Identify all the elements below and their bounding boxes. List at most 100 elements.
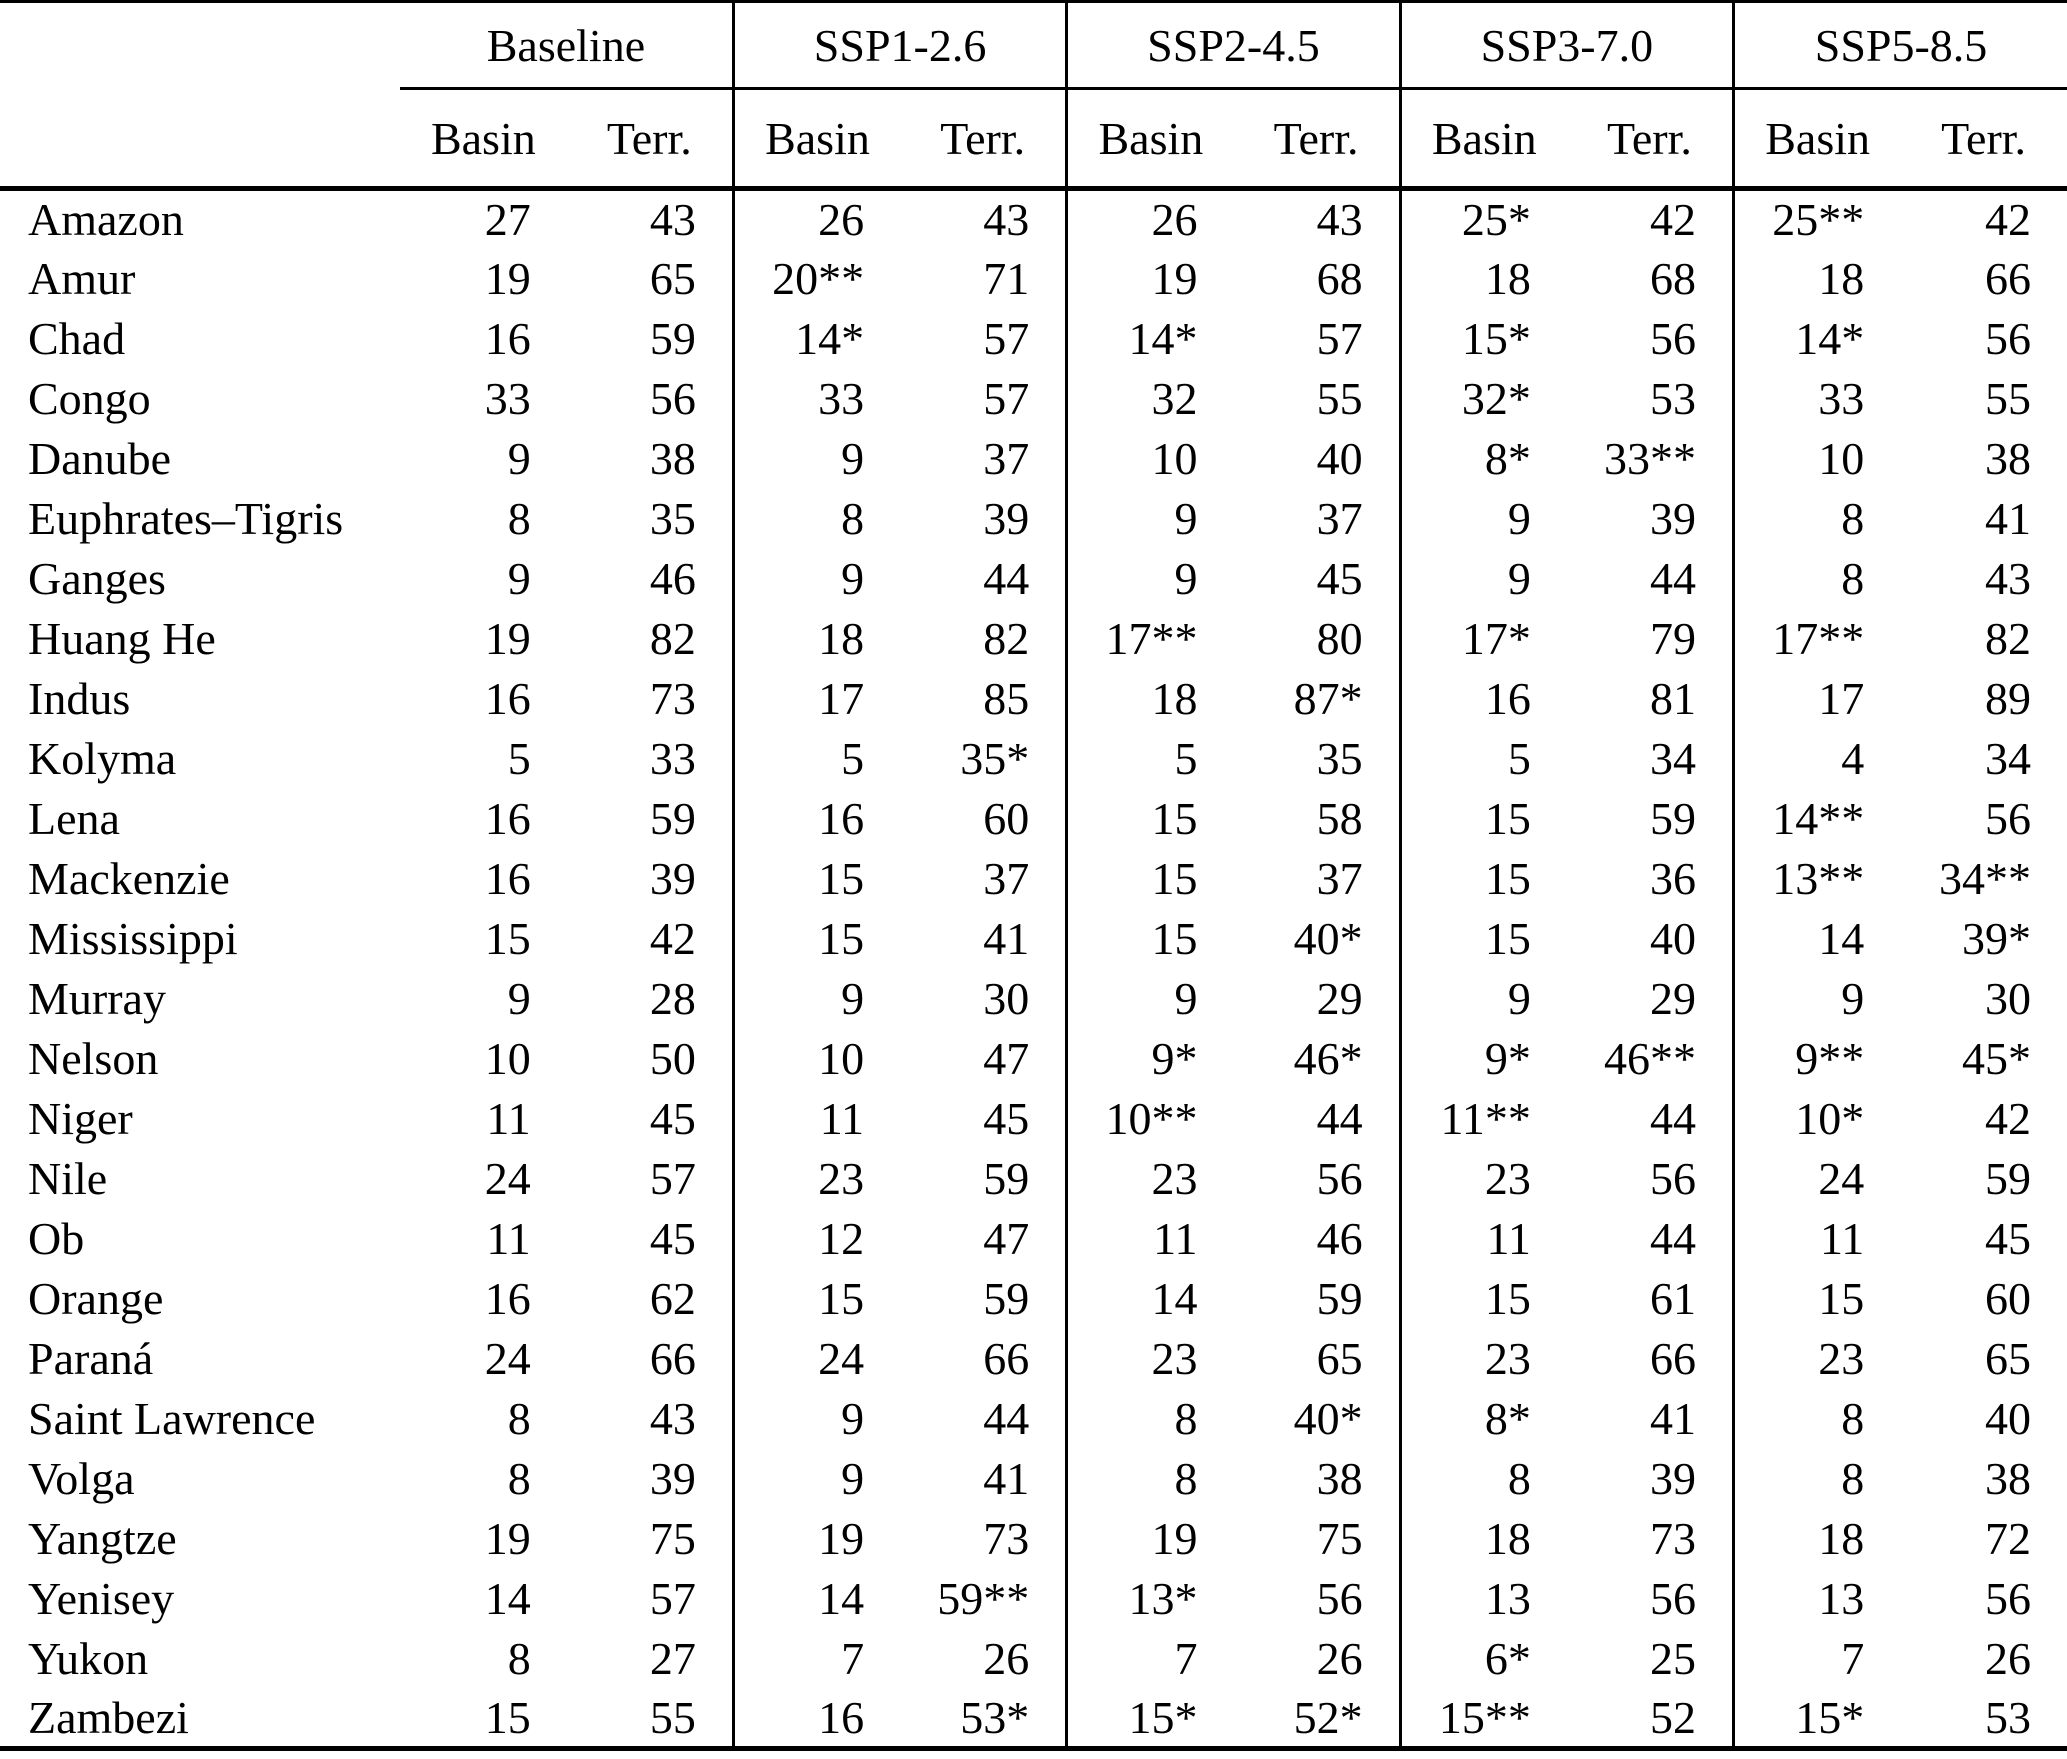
table-cell: 8 [1398, 1448, 1567, 1509]
table-cell: 14** [1732, 788, 1901, 849]
table-cell: 15* [1065, 1688, 1234, 1749]
table-cell: 5 [1065, 728, 1234, 789]
table-cell: 45 [1985, 1213, 2031, 1264]
table-cell: 40* [1293, 913, 1363, 964]
table-row: Ganges 9 46 9 44 9 45 9 44 8 43 [0, 548, 2067, 609]
river-basin-name: Paraná [28, 1333, 154, 1384]
table-cell: 85 [983, 673, 1030, 724]
column-header-terr: Terr. [1900, 88, 2067, 191]
table-cell: 59 [1316, 1273, 1363, 1324]
table-cell: 45* [1962, 1033, 2031, 1084]
table-cell: 17 [1732, 668, 1901, 729]
table-cell: 16 [731, 788, 901, 849]
table-cell: 8 [1732, 1388, 1901, 1449]
table-cell: 41 [1650, 1393, 1697, 1444]
table-cell: 10 [1065, 428, 1234, 489]
table-row: Mississippi 15 42 15 41 15 40* 15 40 14 39* [0, 908, 2067, 969]
table-cell: 26 [983, 1633, 1030, 1684]
table-cell: 32 [1065, 368, 1234, 429]
table-cell: 59** [937, 1573, 1030, 1624]
table-cell: 29 [1316, 973, 1363, 1024]
table-cell: 35* [960, 733, 1030, 784]
river-basin-name: Euphrates–Tigris [28, 493, 344, 544]
table-cell: 16 [484, 853, 531, 904]
table-cell: 24 [484, 1153, 531, 1204]
table-cell: 30 [983, 973, 1030, 1024]
table-cell: 17** [1732, 608, 1901, 669]
table-cell: 30 [1985, 973, 2031, 1024]
table-cell: 53 [1650, 373, 1697, 424]
table-cell: 19 [484, 253, 531, 304]
table-body: Amazon 27 43 26 43 26 43 25* 42 25** 42 Amur 19 65 20*… [0, 188, 2067, 1749]
table-cell: 57 [983, 313, 1030, 364]
column-group-ssp5-85: SSP5-8.5 [1732, 1, 2067, 90]
table-cell: 59 [983, 1273, 1030, 1324]
table-cell: 18 [731, 608, 901, 669]
table-cell: 15 [484, 1691, 531, 1743]
table-cell: 47 [983, 1033, 1030, 1084]
river-basin-name: Saint Lawrence [28, 1393, 316, 1444]
table-cell: 34** [1939, 853, 2031, 904]
table-cell: 79 [1650, 613, 1697, 664]
table-cell: 10 [1732, 428, 1901, 489]
table-cell: 14 [1732, 908, 1901, 969]
table-cell: 41 [1985, 493, 2031, 544]
table-cell: 46 [649, 553, 696, 604]
table-cell: 11 [486, 1093, 531, 1144]
sub-header-row: Basin Terr. Basin Terr. Basin Terr. Basi… [0, 88, 2067, 191]
table-cell: 9* [1065, 1028, 1234, 1089]
table-cell: 9 [731, 428, 901, 489]
table-cell: 9 [1065, 488, 1234, 549]
table-row: Yenisey 14 57 14 59** 13* 56 13 56 13 56 [0, 1568, 2067, 1629]
table-cell: 8 [1732, 548, 1901, 609]
table-cell: 66 [1650, 1333, 1697, 1384]
table-cell: 60 [983, 793, 1030, 844]
river-basin-name: Danube [28, 433, 172, 484]
table-cell: 41 [983, 1453, 1030, 1504]
table-cell: 29 [1650, 973, 1697, 1024]
table-cell: 24 [484, 1333, 531, 1384]
table-cell: 60 [1985, 1273, 2031, 1324]
table-cell: 61 [1650, 1273, 1697, 1324]
table-cell: 68 [1650, 253, 1697, 304]
table-cell: 8 [1065, 1448, 1234, 1509]
table-cell: 73 [1650, 1513, 1697, 1564]
table-row: Mackenzie 16 39 15 37 15 37 15 36 13** 34** [0, 848, 2067, 909]
table-cell: 9 [1065, 548, 1234, 609]
river-basin-name: Murray [28, 973, 166, 1024]
table-cell: 9* [1398, 1028, 1567, 1089]
table-cell: 39 [1650, 1453, 1697, 1504]
table-cell: 37 [1316, 853, 1363, 904]
table-cell: 9 [1398, 968, 1567, 1029]
table-cell: 8 [1065, 1388, 1234, 1449]
column-group-ssp2-45: SSP2-4.5 [1065, 1, 1401, 90]
column-group-ssp1-26: SSP1-2.6 [731, 1, 1067, 90]
table-cell: 56 [1985, 313, 2031, 364]
table-cell: 23 [731, 1148, 901, 1209]
table-cell: 33 [649, 733, 696, 784]
table-cell: 8* [1398, 428, 1567, 489]
table-cell: 50 [649, 1033, 696, 1084]
table-cell: 39 [983, 493, 1030, 544]
column-header-terr: Terr. [1566, 88, 1734, 191]
table-cell: 27 [484, 194, 531, 246]
table-cell: 9 [1398, 488, 1567, 549]
table-row: Euphrates–Tigris 8 35 8 39 9 37 9 39 8 41 [0, 488, 2067, 549]
table-cell: 17 [731, 668, 901, 729]
table-cell: 11 [486, 1213, 531, 1264]
table-cell: 15 [731, 1268, 901, 1329]
table-cell: 38 [649, 433, 696, 484]
table-cell: 14* [1732, 308, 1901, 369]
table-cell: 9 [507, 433, 531, 484]
table-cell: 15 [1732, 1268, 1901, 1329]
table-cell: 7 [731, 1628, 901, 1689]
table-cell: 73 [649, 673, 696, 724]
table-cell: 66 [1985, 253, 2031, 304]
table-cell: 9 [731, 548, 901, 609]
table-cell: 15 [731, 908, 901, 969]
table-cell: 37 [983, 433, 1030, 484]
table-cell: 52* [1293, 1691, 1363, 1743]
river-basin-name: Ganges [28, 553, 166, 604]
